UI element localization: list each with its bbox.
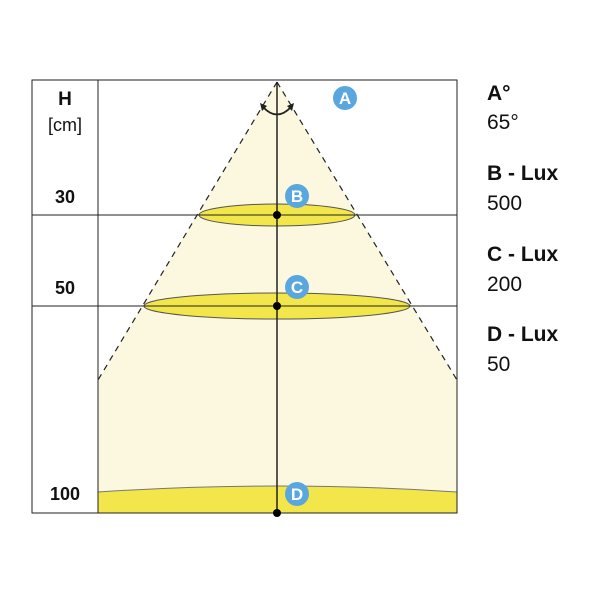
tick-100: 100 — [50, 484, 80, 504]
point-d — [273, 509, 281, 517]
svg-text:D: D — [291, 485, 303, 504]
legend-b-label: B - Lux — [487, 162, 558, 185]
legend-d-label: D - Lux — [487, 323, 558, 346]
badge-c: C — [285, 275, 309, 299]
cone-edge-left — [97, 81, 278, 381]
legend-a-value: 65° — [487, 111, 519, 134]
legend-c-value: 200 — [487, 273, 522, 296]
legend-b-value: 500 — [487, 192, 522, 215]
badge-a: A — [333, 86, 357, 110]
point-c — [273, 302, 281, 310]
angle-arc — [262, 106, 292, 116]
axis-title: H — [58, 89, 72, 110]
axis-unit: [cm] — [48, 115, 82, 135]
legend-c-label: C - Lux — [487, 243, 558, 266]
point-b — [273, 211, 281, 219]
cone-edge-right — [276, 81, 458, 381]
tick-50: 50 — [55, 278, 75, 298]
badge-b: B — [285, 184, 309, 208]
legend-a-label: A° — [487, 82, 511, 105]
legend-d-value: 50 — [487, 353, 510, 376]
svg-text:C: C — [291, 278, 303, 297]
frame — [31, 79, 458, 514]
tick-30: 30 — [55, 187, 75, 207]
badge-d: D — [285, 482, 309, 506]
svg-text:B: B — [291, 187, 303, 206]
svg-text:A: A — [339, 89, 351, 108]
